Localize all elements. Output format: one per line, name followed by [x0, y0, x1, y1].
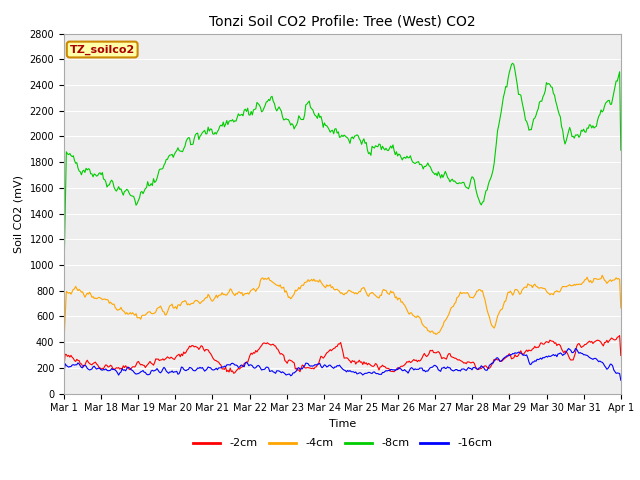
Text: TZ_soilco2: TZ_soilco2 [70, 44, 135, 55]
Legend: -2cm, -4cm, -8cm, -16cm: -2cm, -4cm, -8cm, -16cm [188, 434, 497, 453]
Y-axis label: Soil CO2 (mV): Soil CO2 (mV) [14, 175, 24, 252]
Title: Tonzi Soil CO2 Profile: Tree (West) CO2: Tonzi Soil CO2 Profile: Tree (West) CO2 [209, 14, 476, 28]
X-axis label: Time: Time [329, 419, 356, 429]
